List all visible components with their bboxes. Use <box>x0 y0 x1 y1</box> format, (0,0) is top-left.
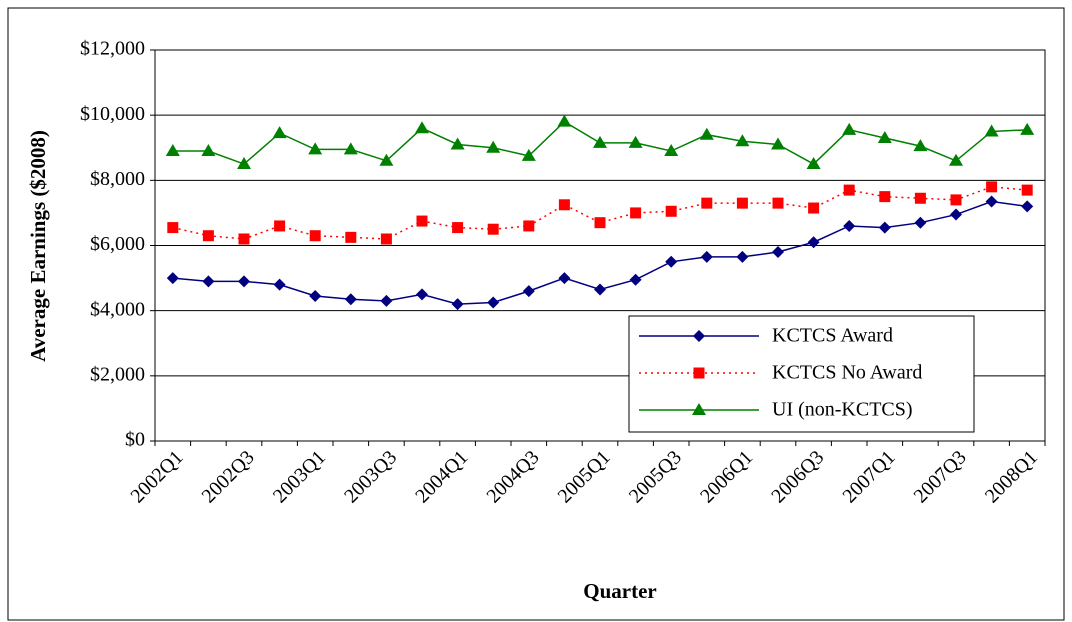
data-point <box>842 122 857 135</box>
y-tick-label: $0 <box>125 429 145 451</box>
data-point <box>486 140 501 153</box>
data-point <box>913 139 928 152</box>
data-point <box>167 222 179 234</box>
y-tick-label: $2,000 <box>90 363 145 385</box>
data-point <box>238 233 250 245</box>
data-point <box>345 231 357 243</box>
data-point <box>165 144 180 157</box>
y-tick-label: $8,000 <box>90 168 145 190</box>
data-point <box>700 250 713 263</box>
data-point <box>238 275 250 288</box>
data-point <box>558 199 570 211</box>
data-point <box>772 246 784 259</box>
data-point <box>487 223 499 235</box>
data-point <box>984 124 999 137</box>
data-point <box>879 191 891 203</box>
y-tick-label: $6,000 <box>90 233 145 255</box>
y-axis-label: Average Earnings ($2008) <box>26 130 50 362</box>
data-point <box>343 142 358 155</box>
data-point <box>521 148 536 161</box>
legend-marker <box>693 330 705 342</box>
data-point <box>380 294 393 307</box>
data-point <box>487 296 500 309</box>
data-point <box>202 230 214 242</box>
legend-label: KCTCS Award <box>772 325 893 347</box>
data-point <box>878 221 891 234</box>
data-point <box>594 217 606 229</box>
x-axis-label: Quarter <box>583 579 656 603</box>
data-point <box>629 273 642 286</box>
data-point <box>416 215 428 227</box>
data-point <box>1021 200 1034 213</box>
data-point <box>450 137 465 150</box>
data-point <box>309 290 322 303</box>
data-point <box>950 194 962 206</box>
data-point <box>950 208 962 221</box>
data-point <box>452 222 464 234</box>
legend-label: UI (non-KCTCS) <box>772 399 913 421</box>
data-point <box>628 135 643 148</box>
data-point <box>416 288 428 301</box>
data-point <box>665 255 678 268</box>
data-point <box>914 192 926 204</box>
data-point <box>735 134 750 147</box>
y-tick-label: $10,000 <box>80 103 145 125</box>
data-point <box>308 142 323 155</box>
legend-marker <box>693 367 705 379</box>
data-point <box>166 272 179 285</box>
y-tick-label: $12,000 <box>80 38 145 60</box>
data-point <box>807 236 820 249</box>
data-point <box>523 220 535 232</box>
data-point <box>272 126 287 139</box>
data-point <box>451 298 464 311</box>
data-point <box>593 135 607 148</box>
data-point <box>986 181 998 193</box>
data-point <box>274 220 286 232</box>
data-point <box>985 195 998 208</box>
data-point <box>701 197 713 209</box>
data-point <box>736 250 749 263</box>
data-point <box>558 272 571 285</box>
data-point <box>736 197 748 209</box>
data-point <box>379 153 394 166</box>
data-point <box>771 137 785 150</box>
data-point <box>273 278 286 291</box>
data-point <box>843 184 855 196</box>
data-point <box>949 153 963 166</box>
data-point <box>843 219 856 232</box>
data-point <box>237 157 251 170</box>
data-point <box>201 144 216 157</box>
data-point <box>772 197 784 209</box>
data-point <box>309 230 321 242</box>
data-point <box>344 293 357 306</box>
data-point <box>415 121 429 134</box>
data-point <box>594 283 606 296</box>
data-point <box>664 144 679 157</box>
data-point <box>1021 184 1033 196</box>
data-point <box>806 157 821 170</box>
legend-marker <box>692 403 706 415</box>
data-point <box>630 207 642 219</box>
data-point <box>699 127 714 140</box>
y-tick-label: $4,000 <box>90 298 145 320</box>
data-point <box>380 233 392 245</box>
data-point <box>557 114 572 127</box>
data-point <box>202 275 215 288</box>
data-point <box>665 205 677 217</box>
legend-label: KCTCS No Award <box>772 362 922 384</box>
data-point <box>808 202 820 214</box>
data-point <box>522 285 535 298</box>
chart-border <box>7 7 1065 621</box>
data-point <box>914 216 927 229</box>
data-point <box>877 130 892 143</box>
data-point <box>1020 122 1035 135</box>
plot-border <box>154 49 1046 442</box>
